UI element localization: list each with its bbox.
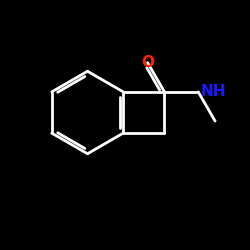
Text: O: O <box>141 55 154 70</box>
Text: NH: NH <box>200 84 226 99</box>
